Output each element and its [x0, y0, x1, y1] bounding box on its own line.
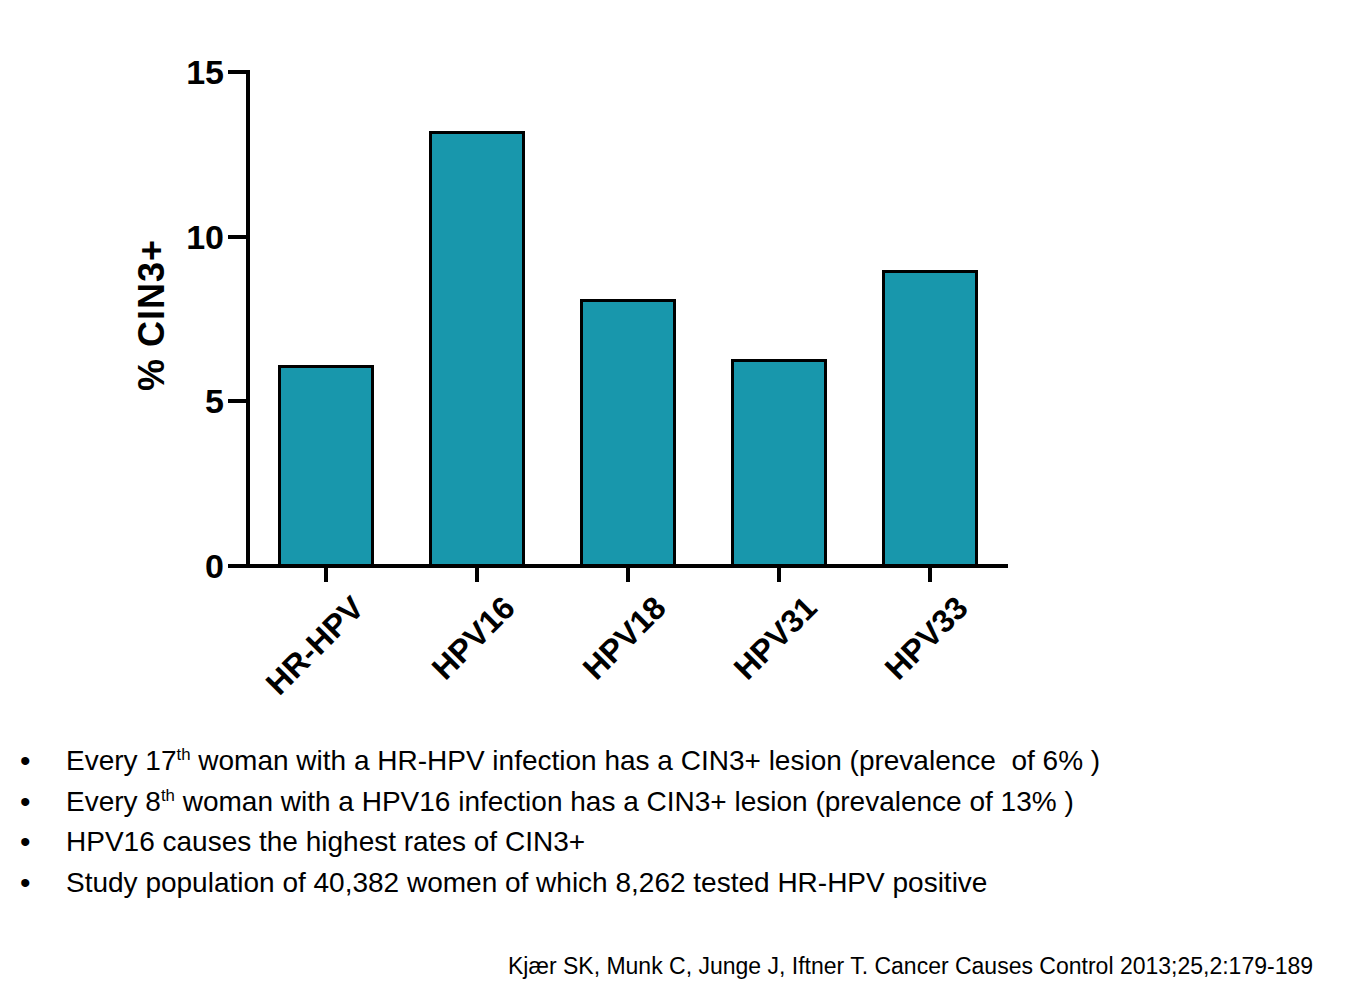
bullet-item: •Study population of 40,382 women of whi… — [0, 863, 1340, 904]
bullet-list: •Every 17th woman with a HR-HPV infectio… — [0, 741, 1340, 903]
bullet-dot-icon: • — [20, 782, 66, 823]
bullet-dot-icon: • — [20, 863, 66, 904]
y-tick-label: 15 — [120, 48, 224, 96]
y-tick — [228, 70, 246, 74]
bullet-dot-icon: • — [20, 741, 66, 782]
y-axis-title: % CIN3+ — [131, 239, 173, 391]
x-tick — [475, 568, 479, 582]
y-tick-label: 10 — [120, 213, 224, 261]
x-tick — [928, 568, 932, 582]
y-tick-label: 5 — [120, 377, 224, 425]
x-tick — [777, 568, 781, 582]
bar-chart: % CIN3+ 051015HR-HPVHPV16HPV18HPV31HPV33 — [0, 0, 1060, 740]
bullet-dot-icon: • — [20, 822, 66, 863]
bullet-text: HPV16 causes the highest rates of CIN3+ — [66, 822, 585, 863]
bullet-text: Every 17th woman with a HR-HPV infection… — [66, 741, 1100, 782]
bullet-item: •Every 8th woman with a HPV16 infection … — [0, 782, 1340, 823]
slide: % CIN3+ 051015HR-HPVHPV16HPV18HPV31HPV33… — [0, 0, 1367, 999]
y-tick — [228, 399, 246, 403]
bar-hr-hpv — [278, 365, 374, 568]
bar-hpv16 — [429, 131, 525, 568]
citation: Kjær SK, Munk C, Junge J, Iftner T. Canc… — [508, 953, 1313, 980]
y-tick — [228, 235, 246, 239]
bullet-text: Every 8th woman with a HPV16 infection h… — [66, 782, 1074, 823]
x-tick — [626, 568, 630, 582]
y-tick — [228, 564, 246, 568]
bullet-text: Study population of 40,382 women of whic… — [66, 863, 987, 904]
bar-hpv18 — [580, 299, 676, 568]
y-axis-line — [246, 70, 250, 568]
y-tick-label: 0 — [120, 542, 224, 590]
bar-hpv31 — [731, 359, 827, 568]
x-tick — [324, 568, 328, 582]
bullet-item: •HPV16 causes the highest rates of CIN3+ — [0, 822, 1340, 863]
bar-hpv33 — [882, 270, 978, 568]
bullet-item: •Every 17th woman with a HR-HPV infectio… — [0, 741, 1340, 782]
